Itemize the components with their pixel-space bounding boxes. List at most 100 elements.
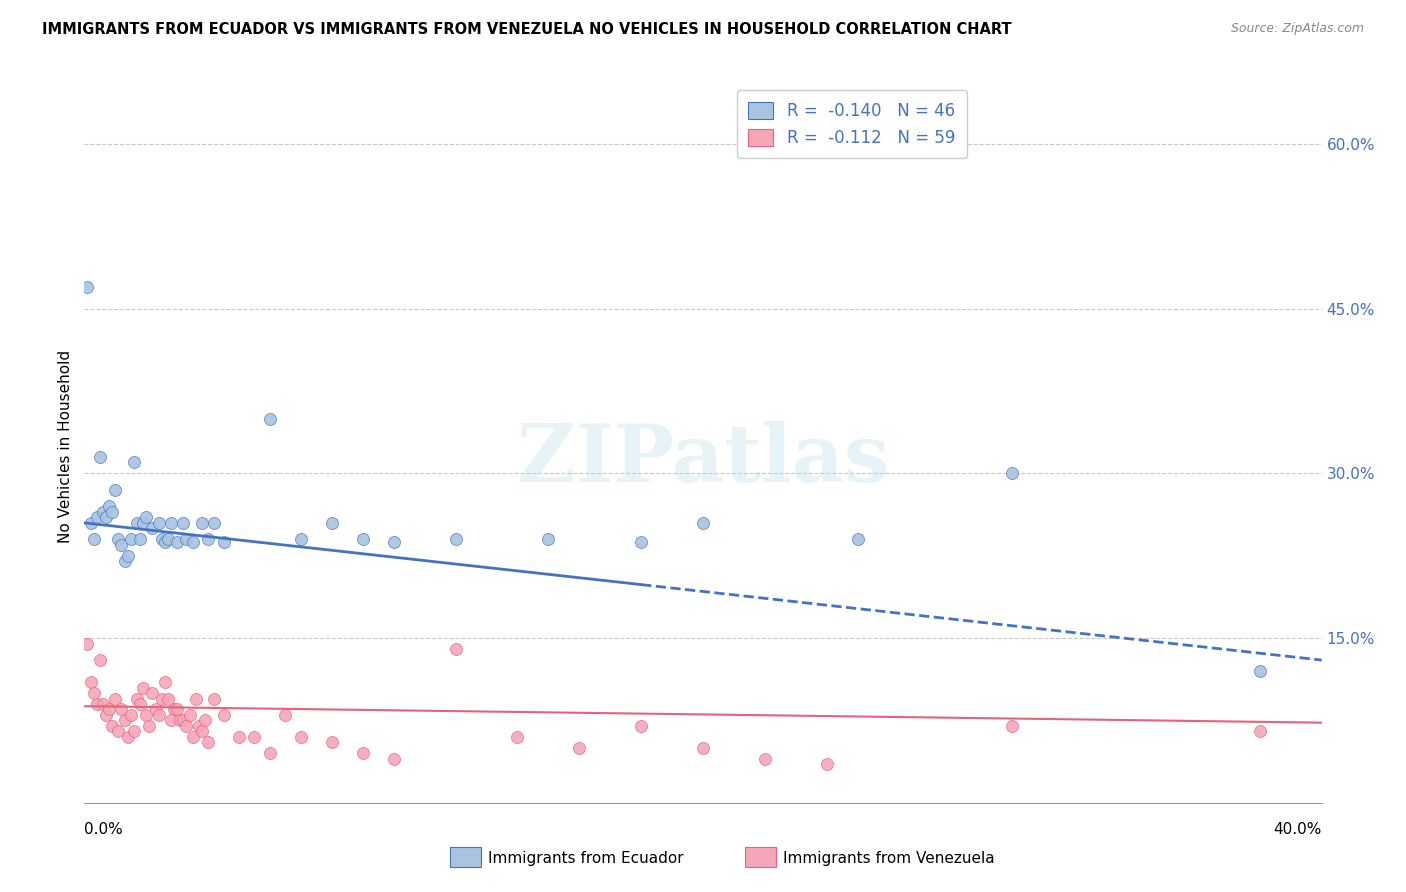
Point xyxy=(274,708,297,723)
Point xyxy=(135,510,157,524)
Text: Immigrants from Venezuela: Immigrants from Venezuela xyxy=(783,851,995,865)
Point xyxy=(181,534,204,549)
Point xyxy=(352,533,374,547)
Point xyxy=(150,691,173,706)
Point xyxy=(187,719,209,733)
Point xyxy=(98,500,121,514)
Text: Immigrants from Ecuador: Immigrants from Ecuador xyxy=(488,851,683,865)
Point xyxy=(86,697,108,711)
Point xyxy=(110,702,132,716)
Point xyxy=(135,708,157,723)
Point xyxy=(104,691,127,706)
Point xyxy=(107,724,129,739)
Point xyxy=(101,505,124,519)
Point xyxy=(1001,719,1024,733)
Point xyxy=(145,702,167,716)
Point xyxy=(290,730,312,744)
Point xyxy=(692,516,714,530)
Point xyxy=(91,697,114,711)
Point xyxy=(160,714,183,728)
Point xyxy=(117,730,139,744)
Point xyxy=(194,714,217,728)
Point xyxy=(259,747,281,761)
Point xyxy=(76,280,98,294)
Point xyxy=(166,534,188,549)
Point xyxy=(91,505,114,519)
Text: 0.0%: 0.0% xyxy=(84,822,124,837)
Point xyxy=(138,719,160,733)
Point xyxy=(169,714,191,728)
Point xyxy=(846,533,869,547)
Point xyxy=(197,735,219,749)
Point xyxy=(98,702,121,716)
Point xyxy=(153,534,176,549)
Point xyxy=(630,719,652,733)
Point xyxy=(444,642,467,657)
Text: Source: ZipAtlas.com: Source: ZipAtlas.com xyxy=(1230,22,1364,36)
Point xyxy=(382,534,405,549)
Point xyxy=(537,533,560,547)
Point xyxy=(630,534,652,549)
Point xyxy=(83,533,105,547)
Point xyxy=(86,510,108,524)
Point xyxy=(176,533,198,547)
Point xyxy=(191,724,214,739)
Point xyxy=(94,510,117,524)
Point xyxy=(212,708,235,723)
Point xyxy=(172,714,194,728)
Point xyxy=(202,516,225,530)
Point xyxy=(156,533,179,547)
Point xyxy=(352,747,374,761)
Text: ZIPatlas: ZIPatlas xyxy=(517,421,889,500)
Point xyxy=(243,730,266,744)
Point xyxy=(212,534,235,549)
Point xyxy=(259,411,281,425)
Point xyxy=(1249,724,1271,739)
Point xyxy=(568,740,591,755)
Point xyxy=(125,516,148,530)
Point xyxy=(101,719,124,733)
Point xyxy=(815,757,838,772)
Point xyxy=(141,686,163,700)
Point xyxy=(176,719,198,733)
Point xyxy=(132,516,155,530)
Point xyxy=(197,533,219,547)
Point xyxy=(79,516,101,530)
Text: IMMIGRANTS FROM ECUADOR VS IMMIGRANTS FROM VENEZUELA NO VEHICLES IN HOUSEHOLD CO: IMMIGRANTS FROM ECUADOR VS IMMIGRANTS FR… xyxy=(42,22,1012,37)
Point xyxy=(179,708,201,723)
Point xyxy=(754,752,776,766)
Point xyxy=(1001,467,1024,481)
Point xyxy=(160,516,183,530)
Point xyxy=(153,675,176,690)
Text: 40.0%: 40.0% xyxy=(1274,822,1322,837)
Point xyxy=(76,637,98,651)
Point xyxy=(148,708,170,723)
Point xyxy=(117,549,139,563)
Y-axis label: No Vehicles in Household: No Vehicles in Household xyxy=(58,350,73,542)
Point xyxy=(163,702,186,716)
Point xyxy=(79,675,101,690)
Point xyxy=(506,730,529,744)
Point xyxy=(122,724,145,739)
Point xyxy=(120,533,142,547)
Point xyxy=(89,653,111,667)
Point xyxy=(122,455,145,469)
Point xyxy=(228,730,250,744)
Point xyxy=(202,691,225,706)
Point xyxy=(172,516,194,530)
Point xyxy=(191,516,214,530)
Point xyxy=(110,538,132,552)
Point xyxy=(156,691,179,706)
Point xyxy=(444,533,467,547)
Point xyxy=(148,516,170,530)
Point xyxy=(114,554,136,568)
Point xyxy=(150,533,173,547)
Point xyxy=(382,752,405,766)
Point xyxy=(120,708,142,723)
Point xyxy=(290,533,312,547)
Point xyxy=(114,714,136,728)
Point xyxy=(321,735,343,749)
Point xyxy=(89,450,111,464)
Point xyxy=(141,521,163,535)
Point xyxy=(1249,664,1271,678)
